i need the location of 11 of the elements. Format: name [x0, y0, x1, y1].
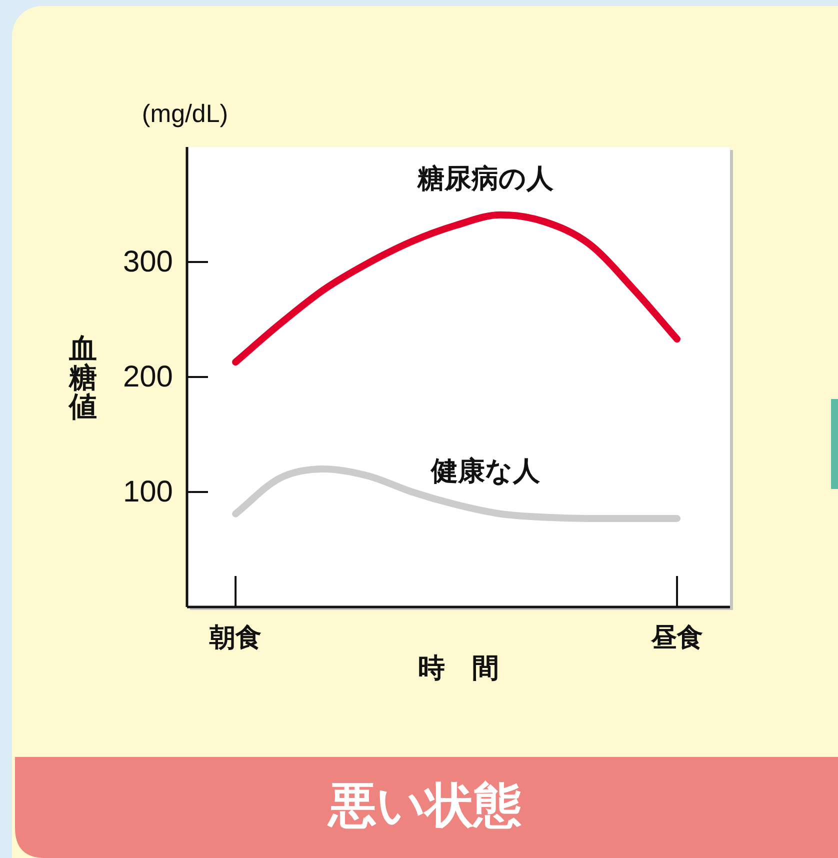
y-tick-label: 100: [122, 476, 173, 508]
x-tick-label: 昼食: [650, 622, 704, 652]
text: 悪い状態: [326, 780, 522, 832]
x-tick-label: 朝食: [208, 622, 262, 652]
y-tick-label: 300: [122, 246, 173, 278]
x-axis-title: 時 間: [418, 653, 499, 683]
y-axis-title: 血糖値: [68, 332, 97, 422]
y-tick-label: 200: [122, 360, 173, 394]
text: (mg/dL): [142, 100, 228, 128]
series-label: 健康な人: [430, 456, 542, 486]
series-label: 糖尿病の人: [416, 163, 555, 194]
